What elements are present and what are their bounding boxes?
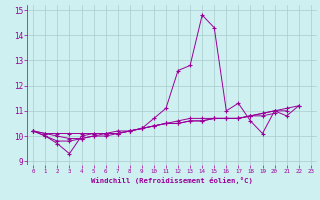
X-axis label: Windchill (Refroidissement éolien,°C): Windchill (Refroidissement éolien,°C) <box>91 177 253 184</box>
